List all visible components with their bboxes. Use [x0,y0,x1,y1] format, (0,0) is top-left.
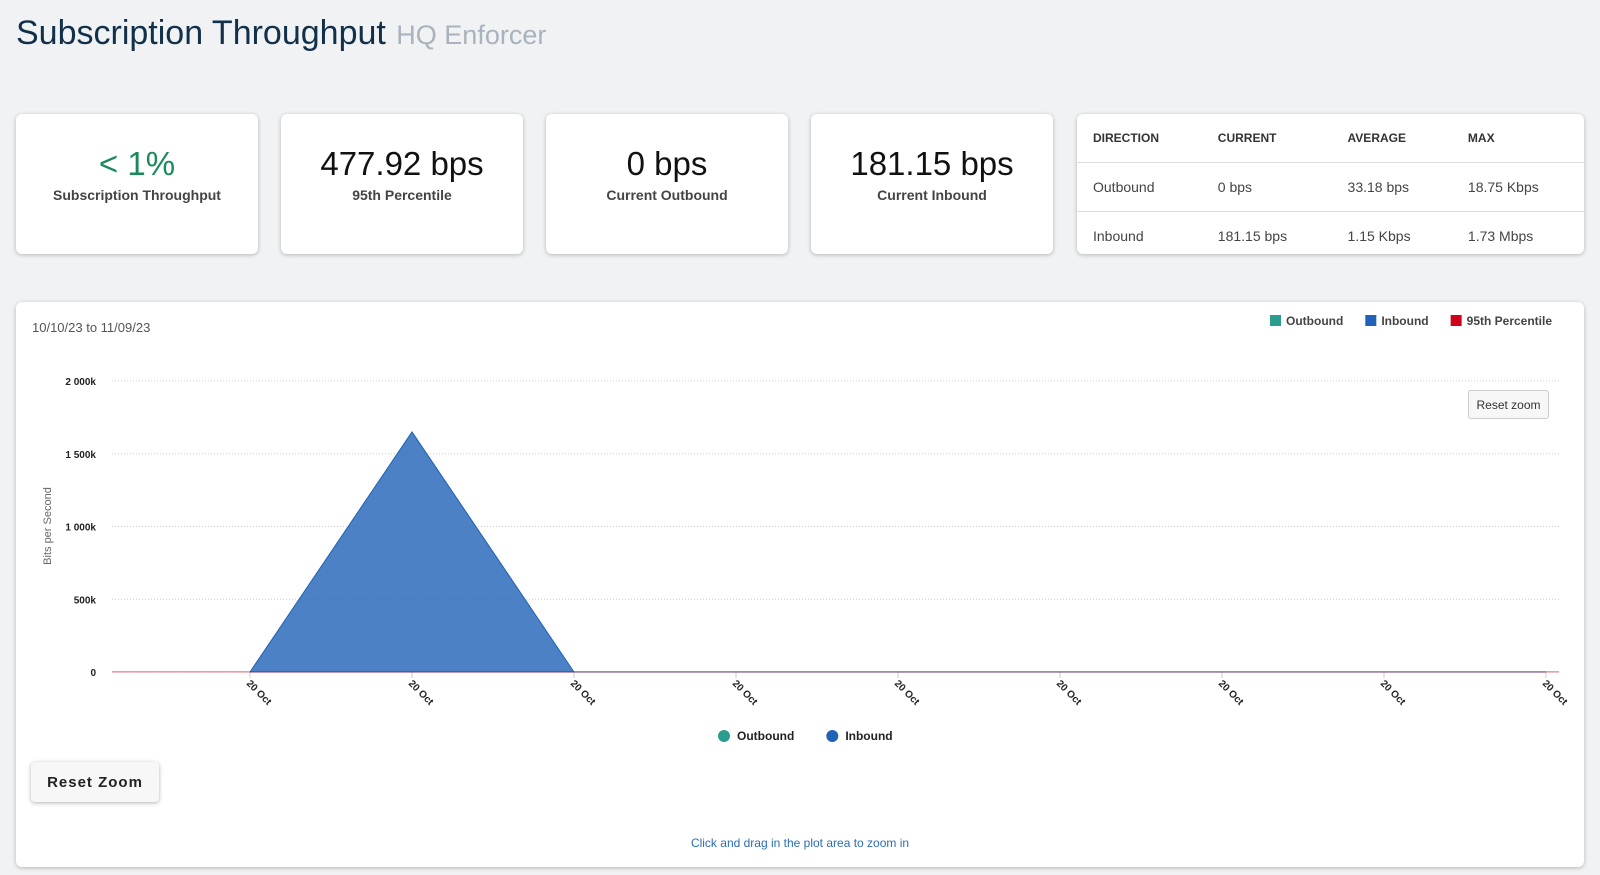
stat-card: < 1% Subscription Throughput [16,114,258,254]
table-cell: 1.73 Mbps [1467,228,1534,244]
column-header: CURRENT [1201,114,1332,163]
stat-value: 181.15 bps [850,145,1014,182]
reset-zoom-chart-button[interactable]: Reset zoom [1468,390,1549,419]
legend-swatch [1270,315,1281,326]
stat-label: Subscription Throughput [53,187,221,203]
header: Subscription Throughput HQ Enforcer [16,14,546,53]
table-row: Outbound 0 bps 33.18 bps 18.75 Kbps [1077,162,1584,212]
table-cell: 0 bps [1201,162,1332,212]
y-axis-title: Bits per Second [42,487,54,565]
table-row: Inbound 181.15 bps 1.15 Kbps 1.73 Mbps [1077,212,1584,255]
legend-swatch [1450,315,1462,326]
x-tick-label: 20 Oct [244,678,274,708]
x-tick-label: 20 Oct [1540,678,1570,708]
y-tick-label: 0 [90,668,96,679]
chart: 10/10/23 to 11/09/23 Bits per Second 0 50… [32,314,1570,743]
y-tick-label: 2 000k [65,377,96,388]
legend-label: Inbound [1381,314,1428,328]
table: DIRECTION CURRENT AVERAGE MAX Outbound 0 bps 3… [1077,114,1584,254]
summary-table: DIRECTION CURRENT AVERAGE MAX Outbound 0 bps 3… [1077,114,1584,254]
table-cell: 33.18 bps [1331,162,1452,212]
table-cell: Inbound [1093,228,1144,244]
x-tick-label: 20 Oct [406,678,436,708]
y-tick-label: 1 000k [65,523,96,534]
hint: Click and drag in the plot area to zoom … [690,836,910,850]
legend-swatch [1365,315,1377,326]
stat-value: 0 bps [626,145,708,182]
stat-label: Current Outbound [606,187,728,203]
legend-label: 95th Percentile [1467,314,1553,328]
column-header: DIRECTION [1077,114,1202,163]
table-cell: 18.75 Kbps [1451,162,1584,212]
table-cell: Outbound [1077,162,1202,212]
stat-card: 0 bps Current Outbound [546,114,788,254]
chart-card: 10/10/23 to 11/09/23 Bits per Second 0 50… [16,302,1584,867]
x-tick-label: 20 Oct [1054,678,1084,708]
page-title: Subscription Throughput [16,14,386,52]
legend-label: Outbound [1286,314,1343,328]
legend-label: Inbound [845,729,892,743]
reset-zoom-button[interactable]: Reset Zoom [31,762,159,802]
legend-label: Outbound [737,729,794,743]
column-header: MAX [1451,114,1584,163]
x-tick-label: 20 Oct [1378,678,1408,708]
column-header: AVERAGE [1331,114,1452,163]
table-cell: 1.15 Kbps [1347,228,1411,244]
area [249,431,1546,673]
stat-label: Current Inbound [877,187,987,203]
x-tick-label: 20 Oct [730,678,760,708]
stat-value: < 1% [98,145,176,182]
x-tick-label: 20 Oct [568,678,598,708]
stat-card: 181.15 bps Current Inbound [811,114,1053,254]
x-tick-label: 20 Oct [1216,678,1246,708]
legend-marker [718,730,730,742]
table-cell: 181.15 bps [1217,228,1288,244]
page-subtitle: HQ Enforcer [396,20,547,50]
y-tick-label: 1 500k [65,450,96,461]
legend-marker [826,730,839,742]
stat-label: 95th Percentile [352,187,452,203]
y-tick-label: 500k [74,595,97,606]
stat-card: 477.92 bps 95th Percentile [281,114,523,254]
x-tick-label: 20 Oct [892,678,922,708]
date-range: 10/10/23 to 11/09/23 [32,320,150,335]
stat-value: 477.92 bps [320,145,484,182]
